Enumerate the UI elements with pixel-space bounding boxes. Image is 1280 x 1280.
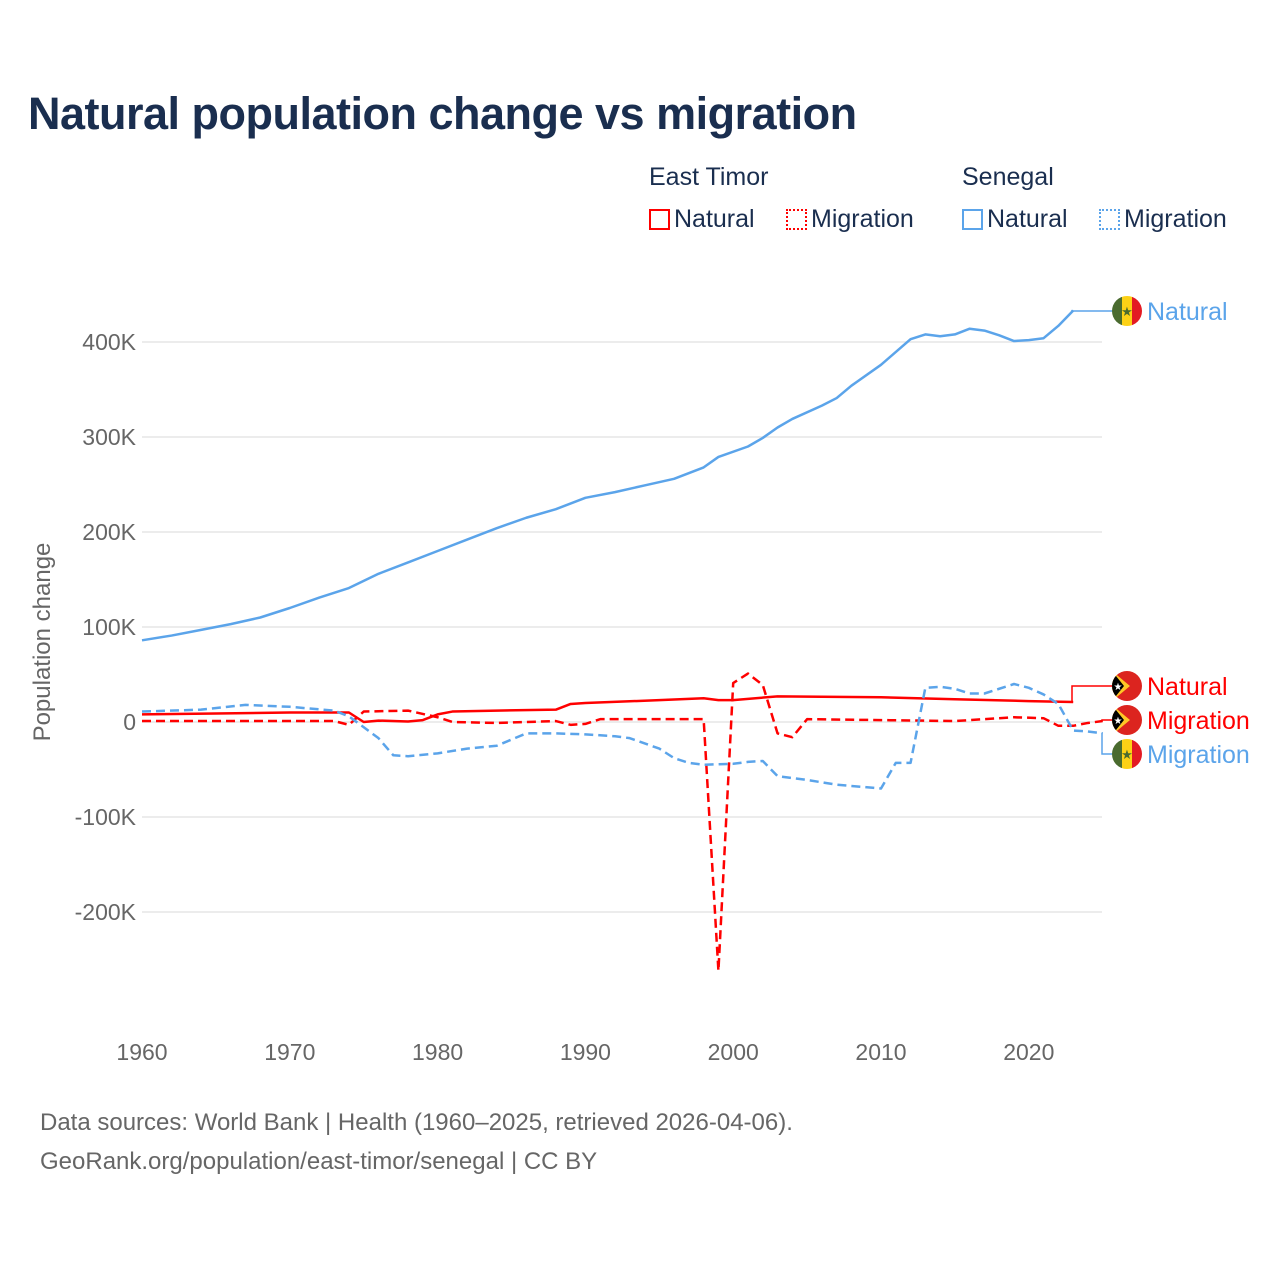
y-tick-label: -100K <box>75 804 137 830</box>
end-label: Migration <box>1147 707 1250 735</box>
x-tick-label: 2000 <box>708 1039 759 1065</box>
senegal-flag-icon: ★ <box>1112 296 1142 326</box>
svg-text:★: ★ <box>1114 716 1123 727</box>
legend-senegal-natural[interactable]: Natural <box>962 205 1068 234</box>
senegal-flag-icon: ★ <box>1112 739 1142 769</box>
end-label: Migration <box>1147 741 1250 769</box>
east-timor-flag-icon: ★ <box>1112 671 1142 701</box>
label-connector <box>1071 685 1113 703</box>
x-tick-label: 1980 <box>412 1039 463 1065</box>
label-connector <box>1101 719 1113 722</box>
footer-link[interactable]: GeoRank.org/population/east-timor/senega… <box>40 1148 598 1175</box>
legend-label: Natural <box>987 205 1068 233</box>
east-timor-flag-icon: ★ <box>1112 705 1142 735</box>
legend-label: Migration <box>1124 205 1227 233</box>
legend-label: Migration <box>811 205 914 233</box>
legend-group-east-timor: East Timor <box>649 163 769 191</box>
legend-east-timor-natural[interactable]: Natural <box>649 205 755 234</box>
y-tick-label: -200K <box>75 899 137 925</box>
y-axis-label: Population change <box>29 543 56 742</box>
x-tick-label: 1970 <box>264 1039 315 1065</box>
y-tick-label: 400K <box>82 329 136 355</box>
svg-text:★: ★ <box>1114 682 1123 693</box>
x-tick-label: 1990 <box>560 1039 611 1065</box>
x-tick-label: 2010 <box>855 1039 906 1065</box>
legend-senegal-migration[interactable]: Migration <box>1099 205 1227 234</box>
legend-label: Natural <box>674 205 755 233</box>
end-label: Natural <box>1147 298 1228 326</box>
legend-east-timor-migration[interactable]: Migration <box>786 205 914 234</box>
chart-title: Natural population change vs migration <box>28 88 857 139</box>
svg-text:★: ★ <box>1121 747 1133 762</box>
label-connector <box>1101 732 1113 755</box>
end-label: Natural <box>1147 673 1228 701</box>
legend-swatch-solid <box>962 209 983 230</box>
footer-sources: Data sources: World Bank | Health (1960–… <box>40 1109 793 1136</box>
svg-text:★: ★ <box>1121 304 1133 319</box>
y-tick-label: 200K <box>82 519 136 545</box>
y-tick-label: 100K <box>82 614 136 640</box>
legend-swatch-dotted <box>1099 209 1120 230</box>
y-tick-label: 0 <box>123 709 136 735</box>
legend-swatch-solid <box>649 209 670 230</box>
series-line-east-timor-natural[interactable] <box>141 695 1074 724</box>
legend-group-senegal: Senegal <box>962 163 1054 191</box>
x-tick-label: 1960 <box>116 1039 167 1065</box>
y-tick-label: 300K <box>82 424 136 450</box>
series-line-east-timor-migration[interactable] <box>142 672 1103 973</box>
series-line-senegal-migration[interactable] <box>141 682 1103 790</box>
x-tick-label: 2020 <box>1003 1039 1054 1065</box>
legend-swatch-dotted <box>786 209 807 230</box>
series-line-senegal-natural[interactable] <box>141 309 1075 642</box>
